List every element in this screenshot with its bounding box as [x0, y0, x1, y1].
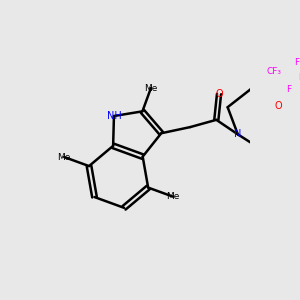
Text: CF₃: CF₃ [266, 67, 281, 76]
Text: N: N [234, 129, 242, 139]
Text: O: O [274, 100, 282, 111]
Text: Me: Me [58, 152, 71, 161]
Text: NH: NH [106, 111, 121, 121]
Text: F: F [295, 58, 300, 67]
Text: Me: Me [144, 83, 158, 92]
Text: Me: Me [167, 192, 180, 201]
Text: F: F [298, 73, 300, 82]
Text: F: F [286, 85, 291, 94]
Text: O: O [215, 89, 223, 99]
